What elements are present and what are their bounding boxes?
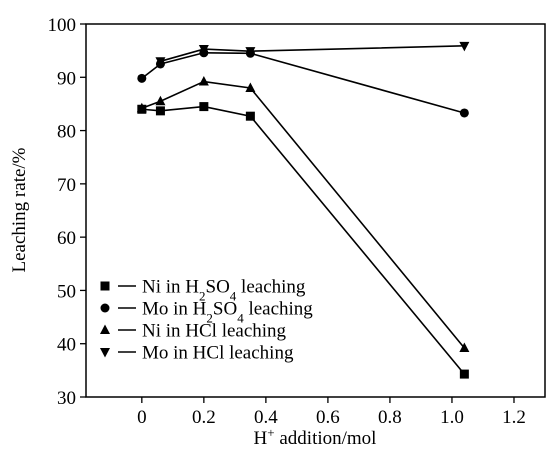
data-point	[136, 102, 147, 113]
series-layer	[136, 41, 470, 379]
data-point	[155, 95, 166, 106]
legend-entry: Mo in HCl leaching	[100, 343, 294, 364]
y-tick-label: 70	[57, 175, 76, 196]
series-3	[136, 76, 470, 352]
plot-frame	[85, 23, 546, 398]
x-tick-label: 0.8	[378, 407, 402, 428]
data-point	[137, 73, 147, 83]
data-point	[459, 108, 469, 118]
y-tick-label: 100	[48, 15, 77, 36]
y-tick-label: 40	[57, 335, 76, 356]
series-line	[160, 45, 465, 63]
legend-entry: Ni in H2SO4 leaching	[100, 277, 306, 304]
legend-label: Mo in HCl leaching	[142, 343, 294, 364]
axis-tick-labels: 0 0.2 0.4 0.6 0.8 1.0 1.2 30 40 50 60 70 80 90 100	[48, 15, 526, 428]
x-tick-label: 0.6	[316, 407, 340, 428]
x-tick-label: 1.0	[440, 407, 464, 428]
y-tick-label: 80	[57, 122, 76, 143]
legend-marker	[100, 348, 110, 358]
y-tick-label: 60	[57, 228, 76, 249]
x-tick-label: 0.2	[192, 407, 216, 428]
series-2	[137, 48, 469, 118]
series-line	[141, 51, 465, 114]
data-point	[459, 41, 470, 52]
legend-entry: Mo in H2SO4 leaching	[100, 299, 313, 326]
data-point	[459, 369, 469, 379]
legend-label: Ni in H2SO4 leaching	[142, 277, 306, 304]
series-4	[155, 41, 470, 67]
data-point	[155, 106, 165, 116]
legend-entry: Ni in HCl leaching	[100, 321, 287, 342]
y-tick-label: 50	[57, 281, 76, 302]
data-point	[245, 47, 256, 57]
y-tick-label: 30	[57, 388, 76, 409]
data-point	[245, 82, 256, 92]
legend-label: Mo in H2SO4 leaching	[142, 299, 313, 326]
data-point	[245, 111, 255, 121]
x-axis-label: H+ addition/mol	[254, 425, 377, 450]
data-point	[459, 342, 470, 352]
y-tick-label: 90	[57, 68, 76, 89]
data-point	[198, 76, 209, 86]
legend-label: Ni in HCl leaching	[142, 321, 287, 342]
x-tick-label: 0	[137, 407, 147, 428]
x-tick-label: 0.4	[254, 407, 278, 428]
axis-ticks	[80, 23, 515, 403]
legend-marker	[100, 303, 110, 313]
legend-marker	[100, 281, 110, 291]
x-tick-label: 1.2	[502, 407, 526, 428]
data-point	[198, 45, 209, 55]
data-point	[199, 102, 209, 112]
legend-marker	[100, 324, 110, 334]
y-axis-label: Leaching rate/%	[9, 147, 30, 272]
data-point	[155, 57, 166, 67]
